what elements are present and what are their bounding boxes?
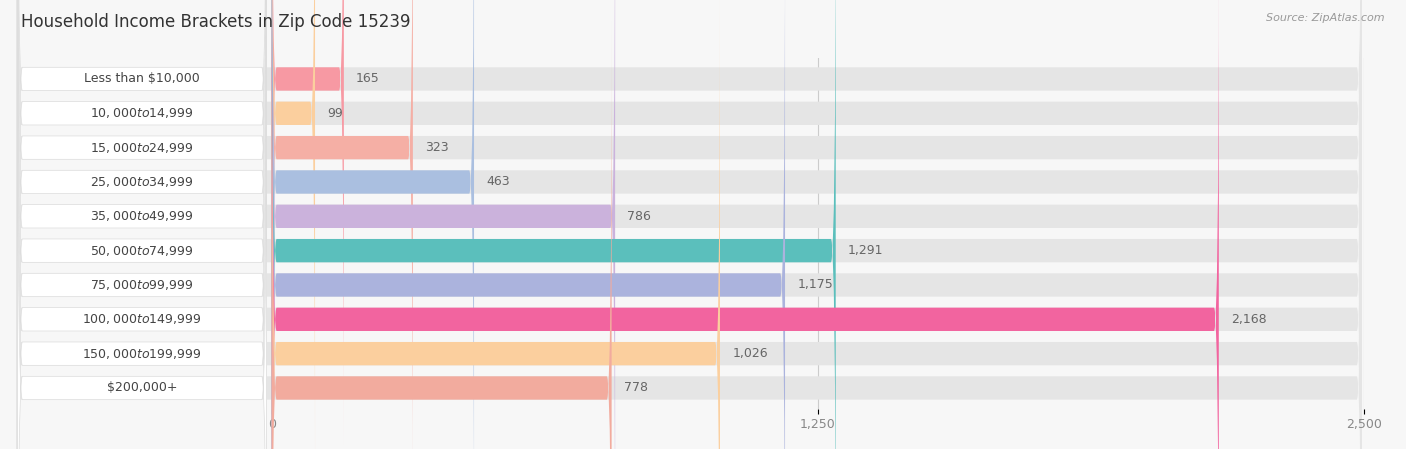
Text: 2,168: 2,168 xyxy=(1232,313,1267,326)
FancyBboxPatch shape xyxy=(271,0,344,445)
FancyBboxPatch shape xyxy=(17,0,1361,449)
Text: $25,000 to $34,999: $25,000 to $34,999 xyxy=(90,175,194,189)
FancyBboxPatch shape xyxy=(17,0,267,449)
FancyBboxPatch shape xyxy=(271,0,413,449)
FancyBboxPatch shape xyxy=(17,22,1361,449)
FancyBboxPatch shape xyxy=(17,0,267,449)
Text: Household Income Brackets in Zip Code 15239: Household Income Brackets in Zip Code 15… xyxy=(21,13,411,31)
Text: $200,000+: $200,000+ xyxy=(107,382,177,395)
FancyBboxPatch shape xyxy=(17,0,267,449)
FancyBboxPatch shape xyxy=(17,0,1361,449)
Text: 463: 463 xyxy=(486,176,510,189)
FancyBboxPatch shape xyxy=(271,0,614,449)
Text: Source: ZipAtlas.com: Source: ZipAtlas.com xyxy=(1267,13,1385,23)
FancyBboxPatch shape xyxy=(271,0,315,449)
Text: $100,000 to $149,999: $100,000 to $149,999 xyxy=(83,313,201,326)
Text: 323: 323 xyxy=(425,141,449,154)
Text: 786: 786 xyxy=(627,210,651,223)
FancyBboxPatch shape xyxy=(17,0,267,449)
Text: $15,000 to $24,999: $15,000 to $24,999 xyxy=(90,141,194,154)
Text: $150,000 to $199,999: $150,000 to $199,999 xyxy=(83,347,201,361)
FancyBboxPatch shape xyxy=(271,22,612,449)
Text: $35,000 to $49,999: $35,000 to $49,999 xyxy=(90,209,194,223)
Text: 778: 778 xyxy=(624,382,648,395)
Text: 165: 165 xyxy=(356,72,380,85)
FancyBboxPatch shape xyxy=(17,0,1361,449)
FancyBboxPatch shape xyxy=(271,0,1219,449)
Text: 1,026: 1,026 xyxy=(733,347,768,360)
Text: $75,000 to $99,999: $75,000 to $99,999 xyxy=(90,278,194,292)
FancyBboxPatch shape xyxy=(17,0,1361,449)
FancyBboxPatch shape xyxy=(17,0,1361,449)
FancyBboxPatch shape xyxy=(17,0,1361,449)
FancyBboxPatch shape xyxy=(17,0,267,449)
FancyBboxPatch shape xyxy=(17,0,267,449)
FancyBboxPatch shape xyxy=(17,0,267,449)
Text: $50,000 to $74,999: $50,000 to $74,999 xyxy=(90,244,194,258)
FancyBboxPatch shape xyxy=(17,22,267,449)
FancyBboxPatch shape xyxy=(17,0,267,445)
FancyBboxPatch shape xyxy=(17,0,1361,449)
Text: 1,175: 1,175 xyxy=(797,278,832,291)
FancyBboxPatch shape xyxy=(271,0,720,449)
FancyBboxPatch shape xyxy=(17,0,267,449)
Text: $10,000 to $14,999: $10,000 to $14,999 xyxy=(90,106,194,120)
FancyBboxPatch shape xyxy=(17,0,1361,445)
FancyBboxPatch shape xyxy=(17,0,1361,449)
Text: Less than $10,000: Less than $10,000 xyxy=(84,72,200,85)
Text: 99: 99 xyxy=(328,107,343,120)
Text: 1,291: 1,291 xyxy=(848,244,883,257)
FancyBboxPatch shape xyxy=(271,0,835,449)
FancyBboxPatch shape xyxy=(271,0,474,449)
FancyBboxPatch shape xyxy=(271,0,785,449)
